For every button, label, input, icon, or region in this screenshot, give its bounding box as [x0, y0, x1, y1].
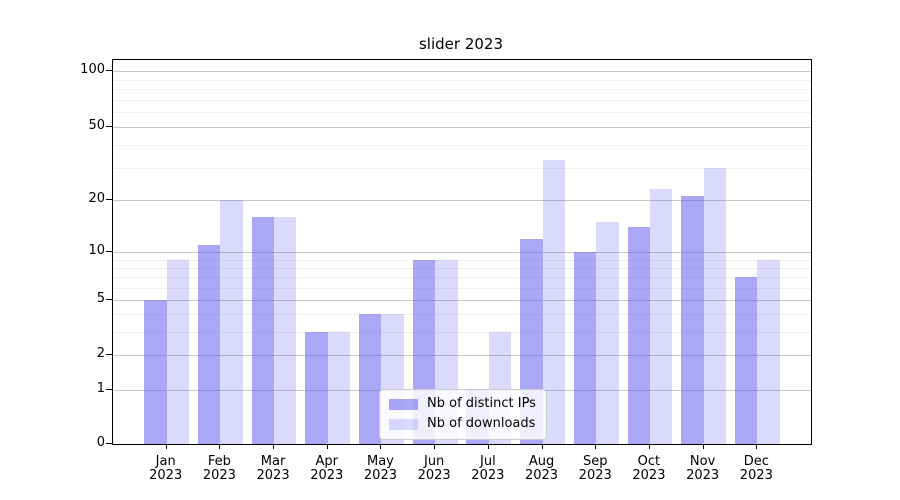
- bar-distinct-ips: [197, 245, 221, 444]
- x-tick-mark: [219, 444, 221, 449]
- plot-area: Nb of distinct IPs Nb of downloads: [112, 59, 812, 445]
- legend-label-distinct-ips: Nb of distinct IPs: [427, 396, 536, 411]
- y-tick-mark: [106, 70, 112, 71]
- y-tick-label: 2: [96, 345, 105, 361]
- legend-swatch-downloads: [389, 418, 418, 430]
- bar-distinct-ips: [359, 314, 382, 444]
- x-tick-mark: [487, 444, 489, 449]
- minor-gridline: [113, 277, 811, 279]
- bar-distinct-ips: [681, 196, 704, 444]
- bar-downloads: [703, 167, 726, 444]
- x-tick-label: Jul 2023: [471, 454, 505, 483]
- minor-gridline: [113, 89, 811, 91]
- major-gridline: [113, 127, 811, 128]
- minor-gridline: [113, 112, 811, 114]
- y-tick-label: 5: [96, 291, 105, 306]
- y-tick-mark: [106, 251, 112, 252]
- bar-distinct-ips: [144, 300, 167, 444]
- legend-row: Nb of downloads: [389, 416, 536, 432]
- bar-distinct-ips: [734, 277, 758, 444]
- minor-gridline: [113, 331, 811, 333]
- bar-downloads: [542, 160, 565, 444]
- y-tick-label: 20: [88, 191, 105, 206]
- legend: Nb of distinct IPs Nb of downloads: [379, 389, 547, 440]
- y-tick-label: 0: [96, 435, 105, 450]
- y-tick-mark: [106, 353, 112, 355]
- minor-gridline: [113, 99, 811, 101]
- bar-downloads: [220, 200, 243, 444]
- bar-distinct-ips: [251, 217, 275, 444]
- y-tick-mark: [106, 299, 112, 300]
- x-tick-label: Sep 2023: [578, 454, 612, 483]
- legend-swatch-distinct-ips: [389, 398, 418, 410]
- minor-gridline: [113, 267, 811, 269]
- bar-downloads: [649, 189, 673, 444]
- x-tick-label: Mar 2023: [256, 454, 290, 483]
- y-tick-mark: [106, 389, 112, 391]
- x-tick-mark: [595, 444, 597, 449]
- minor-gridline: [113, 144, 811, 146]
- x-tick-label: Nov 2023: [686, 454, 720, 483]
- major-gridline: [113, 252, 811, 253]
- minor-gridline: [113, 167, 811, 169]
- chart-title: slider 2023: [418, 35, 503, 53]
- x-tick-mark: [756, 444, 758, 449]
- bar-downloads: [596, 221, 619, 444]
- x-tick-mark: [541, 444, 543, 449]
- x-tick-mark: [702, 444, 704, 449]
- y-tick-mark: [106, 199, 112, 200]
- minor-gridline: [113, 287, 811, 289]
- x-tick-mark: [165, 444, 167, 449]
- bar-downloads: [757, 259, 780, 444]
- y-tick-label: 100: [80, 62, 105, 77]
- legend-label-downloads: Nb of downloads: [427, 416, 536, 431]
- major-gridline: [113, 300, 811, 301]
- y-tick-label: 10: [88, 243, 105, 258]
- x-tick-label: May 2023: [363, 454, 397, 483]
- y-tick-label: 1: [96, 381, 105, 397]
- bar-distinct-ips: [573, 252, 597, 444]
- y-tick-mark: [106, 126, 112, 127]
- bar-distinct-ips: [305, 331, 328, 444]
- major-gridline: [113, 200, 811, 201]
- x-tick-mark: [648, 444, 650, 449]
- major-gridline: [113, 71, 811, 72]
- minor-gridline: [113, 259, 811, 261]
- bar-distinct-ips: [627, 227, 650, 444]
- bar-downloads: [274, 217, 297, 444]
- y-tick-mark: [106, 443, 112, 444]
- x-tick-mark: [273, 444, 275, 449]
- bar-downloads: [327, 331, 351, 444]
- x-tick-mark: [326, 444, 328, 449]
- x-tick-label: Aug 2023: [524, 454, 559, 483]
- x-tick-label: Jan 2023: [149, 454, 183, 483]
- minor-gridline: [113, 79, 811, 81]
- x-tick-label: Oct 2023: [632, 454, 666, 483]
- minor-gridline: [113, 314, 811, 316]
- x-tick-label: Feb 2023: [202, 454, 236, 483]
- x-tick-label: Apr 2023: [310, 454, 344, 483]
- y-tick-label: 50: [88, 118, 105, 133]
- major-gridline: [113, 354, 811, 356]
- legend-row: Nb of distinct IPs: [389, 396, 536, 412]
- x-tick-mark: [380, 444, 382, 449]
- x-tick-label: Dec 2023: [739, 454, 773, 483]
- x-tick-mark: [434, 444, 436, 449]
- bar-downloads: [166, 259, 190, 444]
- x-tick-label: Jun 2023: [417, 454, 451, 483]
